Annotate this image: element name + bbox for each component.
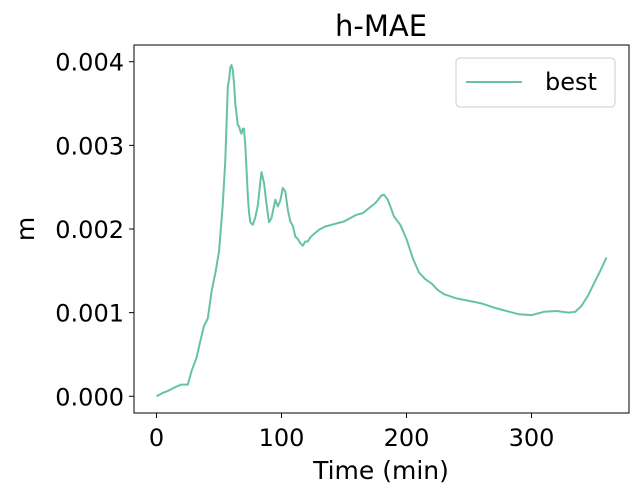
x-axis: 0 100 200 300 (149, 413, 555, 452)
x-tick-label: 300 (509, 424, 555, 452)
y-tick-label: 0.000 (55, 383, 124, 411)
y-tick-label: 0.004 (55, 49, 124, 77)
y-axis: 0.000 0.001 0.002 0.003 0.004 (55, 49, 134, 411)
x-tick-label: 0 (149, 424, 164, 452)
series-line-best (156, 64, 608, 398)
legend-box (455, 57, 616, 108)
x-axis-title: Time (min) (312, 456, 449, 485)
y-tick-label: 0.002 (55, 216, 124, 244)
y-axis-title: m (11, 217, 40, 241)
y-tick-label: 0.001 (55, 300, 124, 328)
plot-layer (156, 64, 608, 398)
y-tick-label: 0.003 (55, 132, 124, 160)
x-tick-label: 200 (384, 424, 430, 452)
legend-label-best: best (545, 68, 597, 96)
legend: best (455, 57, 616, 108)
x-tick-label: 100 (259, 424, 305, 452)
chart-title: h-MAE (335, 9, 427, 43)
